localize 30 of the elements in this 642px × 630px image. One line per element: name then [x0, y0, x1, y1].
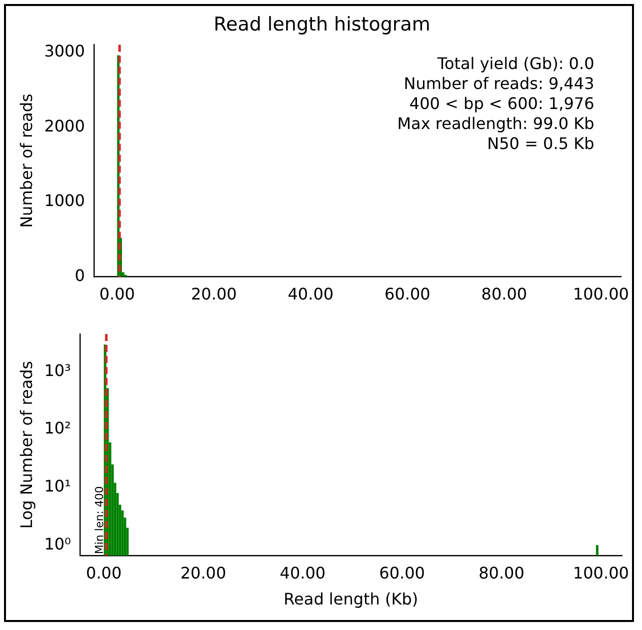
annotation: Max readlength: 99.0 Kb	[397, 114, 594, 133]
annotation: Number of reads: 9,443	[404, 74, 594, 93]
x-tick-label: 0.00	[99, 284, 135, 304]
chart-title: Read length histogram	[214, 13, 430, 36]
y-tick-label: 10³	[44, 360, 71, 380]
y-tick-label: 2000	[44, 116, 85, 136]
y-tick-label: 3000	[44, 41, 85, 60]
x-axis-title: Read length (Kb)	[284, 590, 418, 609]
y-tick-label: 0	[74, 266, 85, 285]
y-tick-label: 10¹	[44, 476, 71, 496]
x-tick-label: 100.00	[572, 563, 629, 582]
x-tick-label: 100.00	[572, 284, 629, 304]
annotation: N50 = 0.5 Kb	[487, 134, 594, 153]
y-tick-label: 10⁰	[44, 534, 71, 554]
annotation: Total yield (Gb): 0.0	[436, 54, 594, 73]
annotation: 400 < bp < 600: 1,976	[409, 94, 594, 113]
x-tick-label: 40.00	[280, 563, 326, 582]
y-axis-title: Log Number of reads	[16, 360, 36, 529]
x-tick-label: 80.00	[481, 284, 528, 304]
y-axis-title: Number of reads	[16, 94, 36, 228]
x-tick-label: 80.00	[478, 563, 524, 582]
x-tick-label: 0.00	[86, 563, 122, 582]
y-tick-label: 1000	[44, 191, 85, 210]
x-tick-label: 60.00	[384, 284, 430, 304]
x-tick-label: 40.00	[288, 284, 334, 304]
x-tick-label: 60.00	[379, 563, 425, 582]
y-tick-label: 10²	[44, 418, 71, 438]
x-tick-label: 20.00	[180, 563, 226, 582]
x-tick-label: 20.00	[190, 284, 237, 304]
annotation: Min len: 400	[93, 486, 106, 554]
